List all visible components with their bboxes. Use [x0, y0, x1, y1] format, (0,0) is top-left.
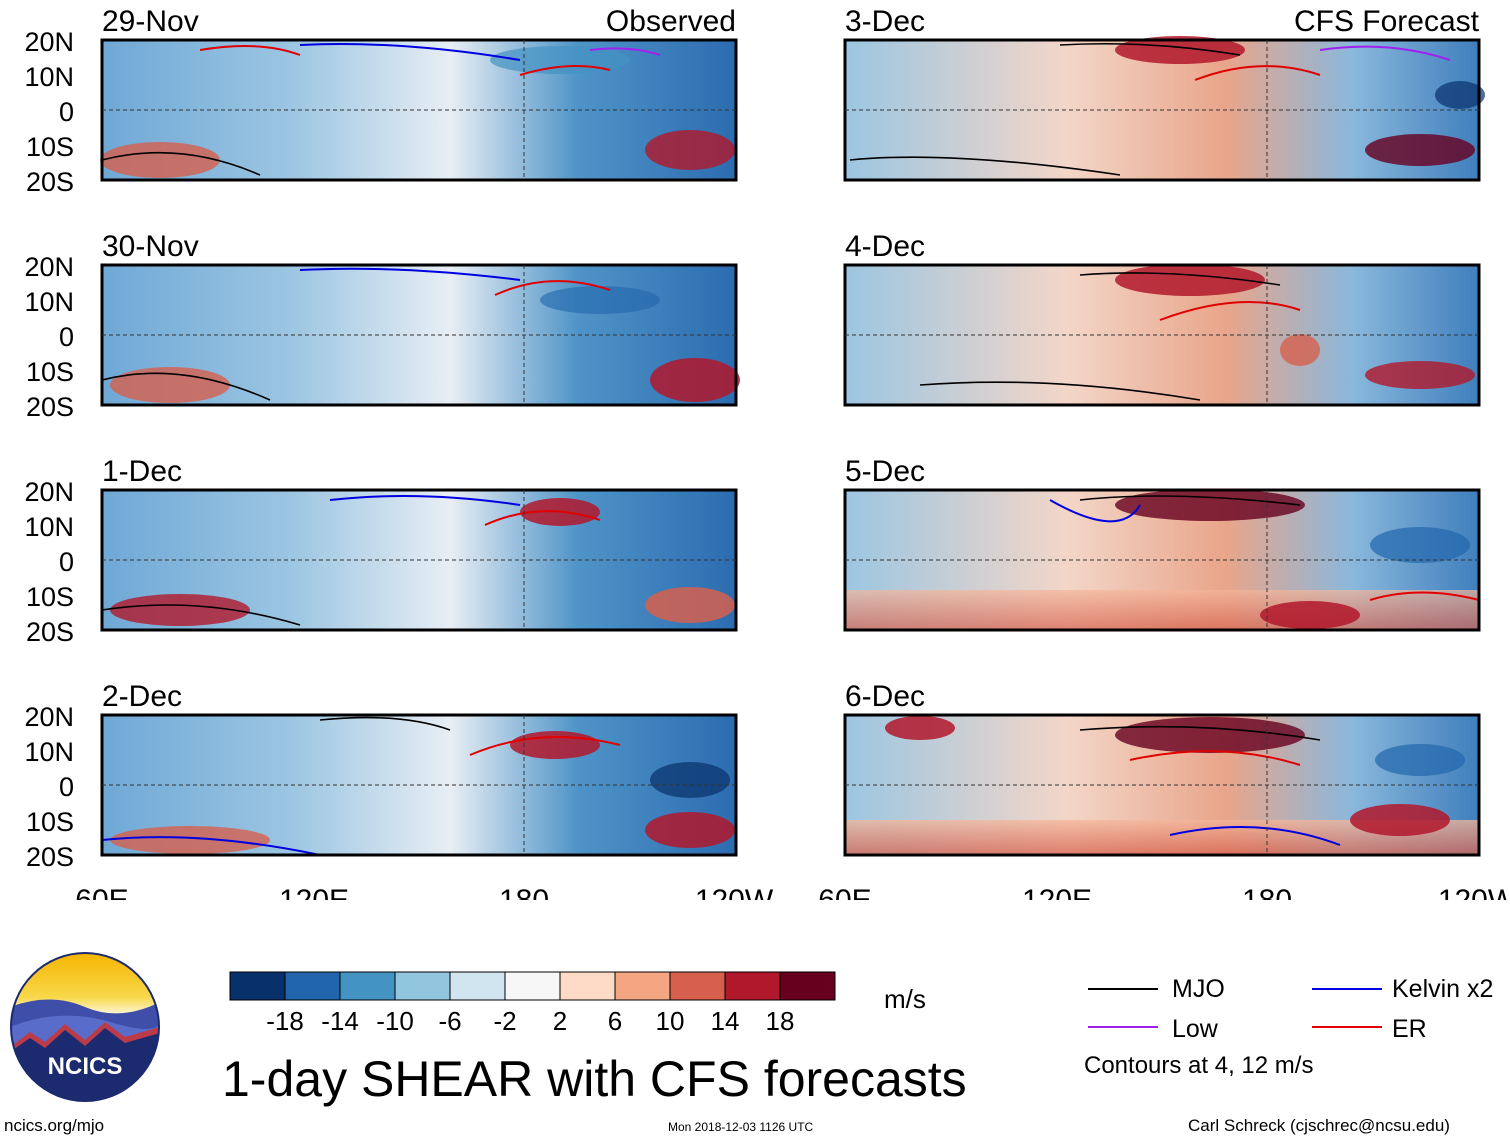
panel-3-dec [843, 36, 1485, 182]
svg-text:20N: 20N [24, 27, 74, 57]
colorbar-box [504, 971, 561, 1001]
colorbar-box [394, 971, 451, 1001]
svg-text:120W: 120W [695, 884, 774, 900]
panel-4-dec [843, 263, 1481, 407]
svg-text:20N: 20N [24, 702, 74, 732]
svg-text:180: 180 [1242, 884, 1292, 900]
colorbar-tick-label: 18 [766, 1006, 795, 1036]
footer-credit: Carl Schreck (cjschrec@ncsu.edu) [1188, 1116, 1450, 1135]
panel-30-nov [100, 263, 740, 407]
colorbar-tick-label: 2 [553, 1006, 567, 1036]
svg-text:180: 180 [499, 884, 549, 900]
panel-date-label: 29-Nov [102, 5, 199, 38]
footer-timestamp: Mon 2018-12-03 1126 UTC [668, 1120, 814, 1134]
map-panels: 29-Nov 30-Nov 1-Dec 2-Dec 3-Dec 4-Dec 5-… [24, 5, 1510, 900]
lat-axis: 20N 10N 0 10S 20S 20N 10N 0 10S 20S 20N … [24, 27, 74, 872]
svg-text:10N: 10N [24, 737, 74, 767]
colorbar-tick-label: -2 [493, 1006, 516, 1036]
svg-text:0: 0 [59, 97, 74, 127]
colorbar-tick-label: -18 [266, 1006, 304, 1036]
cfs-forecast-label: CFS Forecast [1294, 5, 1480, 38]
svg-text:20N: 20N [24, 252, 74, 282]
svg-text:120E: 120E [1022, 884, 1092, 900]
legend-label-er: ER [1392, 1015, 1427, 1043]
colorbar-box [614, 971, 671, 1001]
colorbar-box [779, 971, 836, 1001]
colorbar-box [669, 971, 726, 1001]
panel-date-label: 5-Dec [845, 455, 925, 488]
panel-date-label: 4-Dec [845, 230, 925, 263]
colorbar-box [559, 971, 616, 1001]
colorbar-tick-label: -10 [376, 1006, 414, 1036]
colorbar-box [724, 971, 781, 1001]
panel-date-label: 30-Nov [102, 230, 199, 263]
lon-axis: 60E 120E 180 120W 60E 120E 180 120W [75, 884, 1510, 900]
panel-date-label: 6-Dec [845, 680, 925, 713]
ncics-logo: NCICS [10, 952, 160, 1102]
panel-29-nov [100, 38, 738, 182]
svg-text:10S: 10S [26, 132, 74, 162]
svg-text:60E: 60E [75, 884, 128, 900]
svg-text:0: 0 [59, 772, 74, 802]
svg-text:0: 0 [59, 322, 74, 352]
svg-text:0: 0 [59, 547, 74, 577]
colorbar-tick-label: 6 [608, 1006, 622, 1036]
panel-2-dec [100, 713, 738, 857]
legend-label-kelvin: Kelvin x2 [1392, 975, 1493, 1003]
logo-text: NCICS [48, 1053, 123, 1080]
panel-date-label: 1-Dec [102, 455, 182, 488]
legend-label-mjo: MJO [1172, 975, 1225, 1003]
svg-text:10N: 10N [24, 512, 74, 542]
panel-5-dec [843, 488, 1481, 632]
colorbar-tick-label: -6 [438, 1006, 461, 1036]
svg-text:20S: 20S [26, 842, 74, 872]
panel-date-label: 2-Dec [102, 680, 182, 713]
svg-text:20S: 20S [26, 167, 74, 197]
svg-text:120W: 120W [1438, 884, 1510, 900]
colorbar: -18 -14 -10 -6 -2 2 6 10 14 18 [229, 971, 836, 1036]
colorbar-box [449, 971, 506, 1001]
svg-text:10N: 10N [24, 62, 74, 92]
colorbar-tick-label: -14 [321, 1006, 359, 1036]
panel-6-dec [843, 713, 1481, 857]
observed-label: Observed [606, 5, 736, 38]
svg-text:10S: 10S [26, 582, 74, 612]
panel-date-label: 3-Dec [845, 5, 925, 38]
svg-text:20S: 20S [26, 617, 74, 647]
figure-title: 1-day SHEAR with CFS forecasts [222, 1051, 967, 1107]
svg-text:20S: 20S [26, 392, 74, 422]
contours-note: Contours at 4, 12 m/s [1084, 1052, 1314, 1079]
panel-1-dec [100, 488, 738, 632]
colorbar-tick-label: 10 [656, 1006, 685, 1036]
svg-text:10S: 10S [26, 357, 74, 387]
colorbar-box [229, 971, 286, 1001]
contour-legend: MJO Kelvin x2 Low ER [1088, 975, 1493, 1043]
colorbar-box [284, 971, 341, 1001]
svg-text:20N: 20N [24, 477, 74, 507]
svg-text:10S: 10S [26, 807, 74, 837]
footer-url[interactable]: ncics.org/mjo [4, 1116, 105, 1135]
svg-text:120E: 120E [279, 884, 349, 900]
svg-text:10N: 10N [24, 287, 74, 317]
legend-label-low: Low [1172, 1015, 1219, 1043]
units-label: m/s [884, 984, 926, 1014]
colorbar-box [339, 971, 396, 1001]
colorbar-tick-label: 14 [711, 1006, 740, 1036]
svg-text:60E: 60E [818, 884, 871, 900]
